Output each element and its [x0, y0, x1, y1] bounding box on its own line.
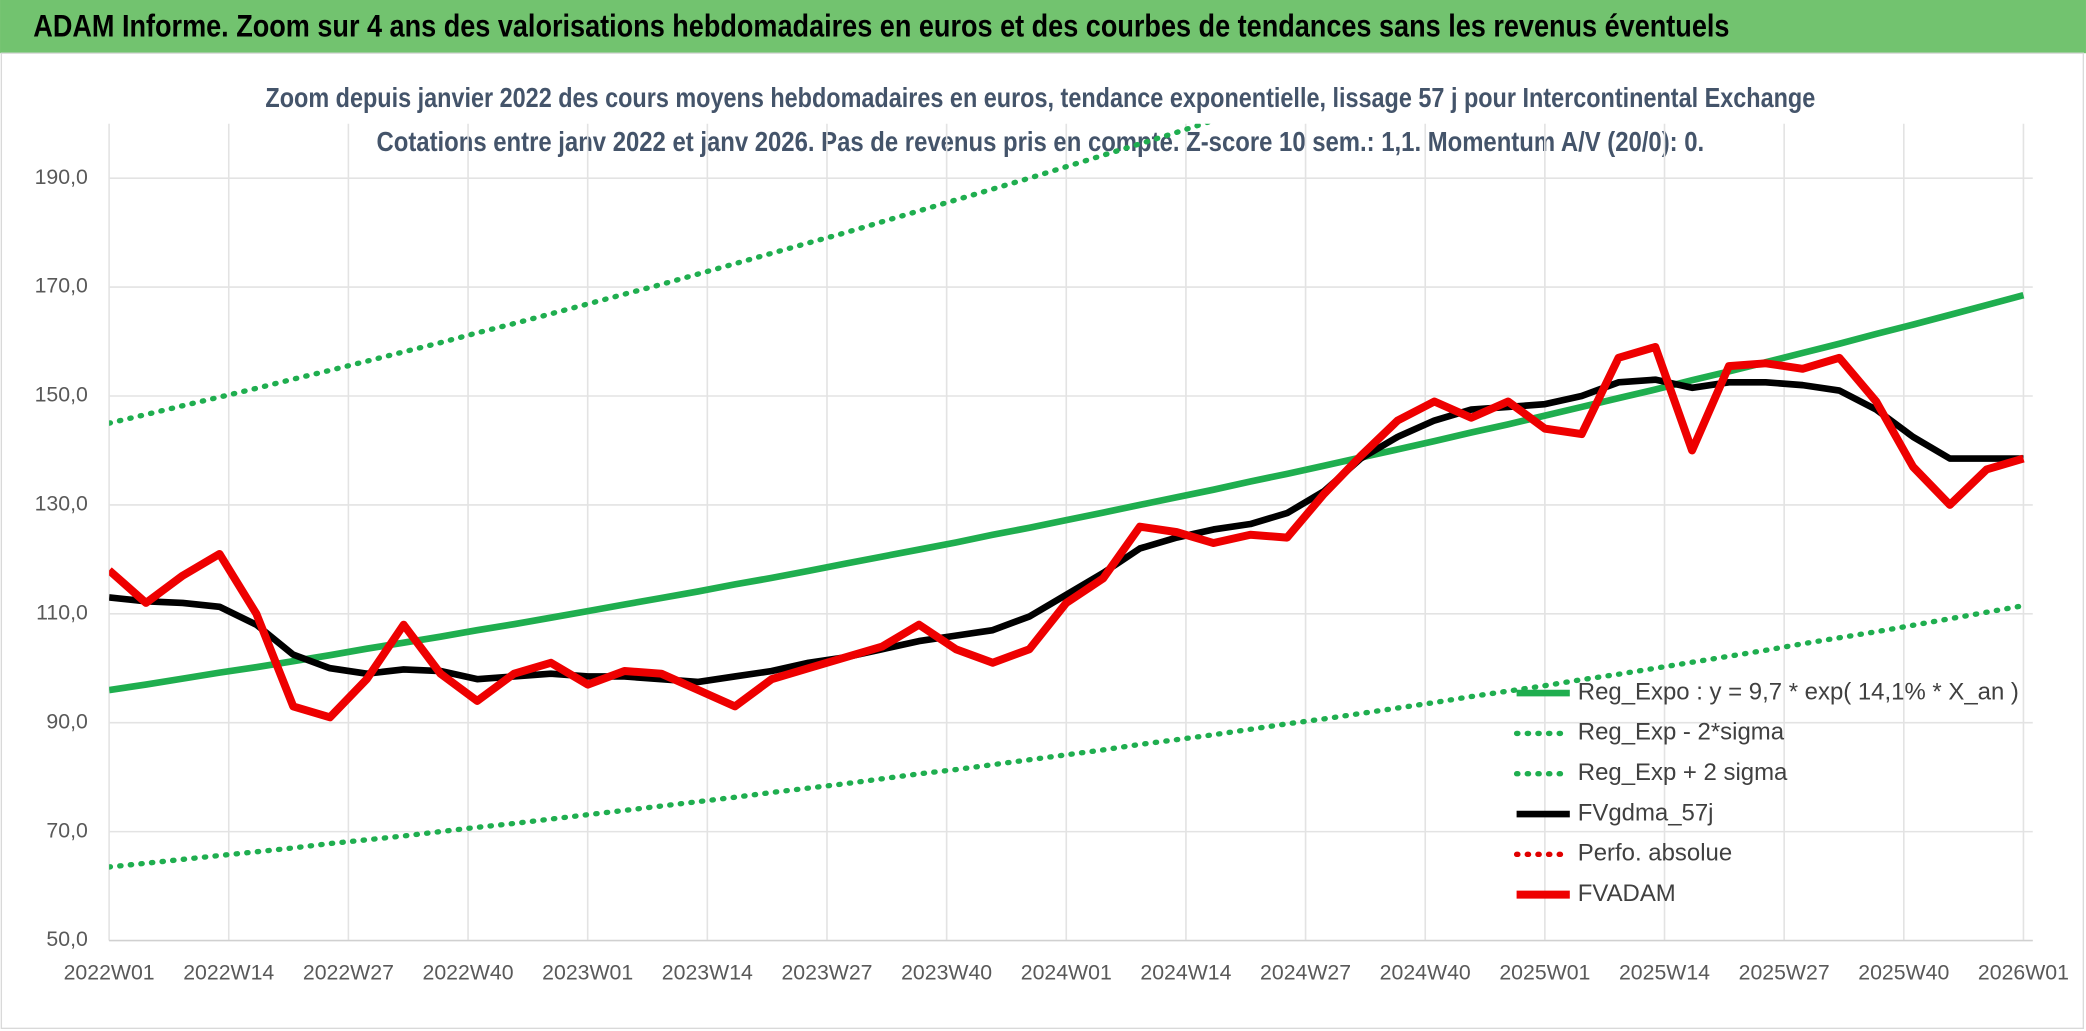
header-bar [0, 0, 2086, 54]
chart-title: Zoom depuis janvier 2022 des cours moyen… [265, 82, 1815, 113]
chart-subtitle: Cotations entre janv 2022 et janv 2026. … [377, 126, 1705, 157]
x-tick-label: 2024W27 [1260, 960, 1351, 984]
x-tick-label: 2025W40 [1858, 960, 1949, 984]
legend-label: Reg_Exp - 2*sigma [1578, 719, 1785, 746]
x-tick-label: 2022W27 [303, 960, 394, 984]
x-tick-label: 2022W14 [183, 960, 274, 984]
x-tick-label: 2023W14 [662, 960, 753, 984]
legend-label: Reg_Exp + 2 sigma [1578, 759, 1788, 786]
series-line [109, 342, 2025, 722]
x-tick-label: 2026W01 [1978, 960, 2069, 984]
y-tick-label: 130,0 [35, 492, 88, 516]
series-line [109, 123, 1212, 426]
chart-frame [0, 52, 2084, 1030]
legend-label: FVgdma_57j [1578, 799, 1714, 826]
legend-label: Reg_Expo : y = 9,7 * exp( 14,1% * X_an ) [1578, 678, 2019, 705]
x-tick-label: 2023W01 [542, 960, 633, 984]
x-tick-label: 2024W01 [1021, 960, 1112, 984]
y-tick-label: 110,0 [36, 600, 88, 624]
y-tick-label: 170,0 [35, 274, 88, 298]
legend-label: Perfo. absolue [1578, 840, 1732, 867]
x-tick-label: 2022W01 [64, 960, 155, 984]
legend-label: FVADAM [1578, 880, 1676, 907]
x-tick-label: 2024W14 [1140, 960, 1231, 984]
y-tick-label: 70,0 [46, 818, 87, 842]
x-tick-label: 2025W27 [1739, 960, 1830, 984]
header-title: ADAM Informe. Zoom sur 4 ans des valoris… [33, 7, 1729, 43]
y-tick-label: 190,0 [35, 165, 88, 189]
series-line [109, 603, 2027, 870]
y-tick-label: 50,0 [46, 927, 87, 951]
x-tick-label: 2023W27 [781, 960, 872, 984]
x-tick-label: 2025W14 [1619, 960, 1710, 984]
series-line [109, 376, 2024, 686]
x-tick-label: 2025W01 [1499, 960, 1590, 984]
y-tick-label: 150,0 [35, 383, 88, 407]
x-tick-label: 2022W40 [423, 960, 514, 984]
y-tick-label: 90,0 [46, 709, 87, 733]
plot-area [109, 123, 2027, 870]
x-tick-label: 2024W40 [1380, 960, 1471, 984]
series-line [109, 291, 2025, 694]
x-tick-label: 2023W40 [901, 960, 992, 984]
